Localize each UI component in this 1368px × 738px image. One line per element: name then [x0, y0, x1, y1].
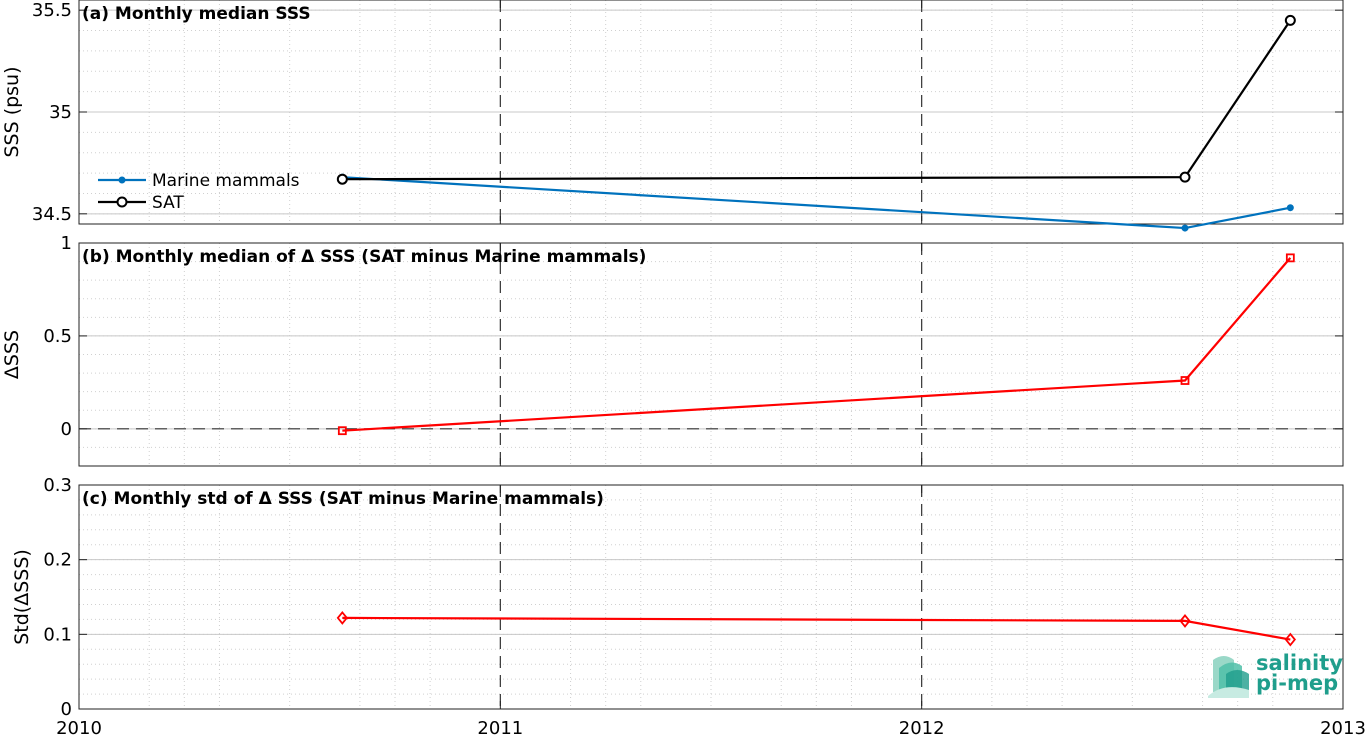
logo-text-salinity: salinity	[1256, 651, 1343, 675]
legend-label: SAT	[152, 193, 184, 213]
panel-title: (b) Monthly median of Δ SSS (SAT minus M…	[82, 247, 646, 267]
legend-label: Marine mammals	[152, 171, 300, 191]
series-delta-1	[336, 610, 1296, 647]
series-sat	[336, 14, 1296, 185]
y-tick-label: 0.1	[43, 624, 72, 645]
data-point	[1181, 224, 1189, 232]
y-tick-label: 0	[61, 419, 72, 440]
data-point	[1285, 253, 1295, 263]
series-delta-1	[337, 253, 1295, 436]
y-tick-label: 35.5	[32, 0, 72, 21]
data-point	[336, 610, 348, 625]
panel-2: 0 0.5 1 ΔSSS (b) Monthly median of Δ SSS (SA…	[1, 233, 1344, 467]
data-point	[1180, 376, 1190, 385]
series-line	[342, 616, 1291, 641]
panel-title: (a) Monthly median SSS	[82, 4, 311, 24]
data-point	[337, 426, 347, 436]
data-point	[1179, 613, 1191, 628]
grid	[79, 484, 1343, 710]
data-point	[1284, 14, 1296, 26]
y-tick-label: 0.2	[43, 550, 72, 571]
y-tick-label: 0	[61, 699, 72, 720]
grid	[79, 242, 1343, 467]
series-line	[342, 257, 1292, 432]
y-axis-label: Std(ΔSSS)	[11, 549, 33, 645]
panel-title: (c) Monthly std of Δ SSS (SAT minus Mari…	[82, 489, 604, 509]
y-tick-label: 0.3	[43, 475, 72, 496]
y-axis-label: ΔSSS	[1, 330, 23, 379]
x-tick-label: 2010	[56, 718, 102, 738]
x-tick-label: 2011	[477, 718, 523, 738]
y-tick-label: 1	[61, 233, 72, 254]
axes-box	[78, 242, 1344, 467]
axes-box	[78, 484, 1344, 710]
y-tick-label: 35	[49, 102, 72, 123]
y-tick-label: 34.5	[32, 204, 72, 225]
panel-3: 0 0.1 0.2 0.3 2010 2011 2012 2013 Std(ΔSSS) (c) M…	[11, 475, 1366, 738]
salinity-pi-mep-logo: salinity pi-mep	[1208, 651, 1343, 698]
logo-text-pi-mep: pi-mep	[1256, 671, 1338, 695]
legend-marker	[118, 176, 126, 184]
x-tick-label: 2012	[899, 718, 945, 738]
legend-marker	[116, 196, 128, 208]
y-tick-label: 0.5	[43, 326, 72, 347]
data-point	[1286, 204, 1294, 212]
data-point	[1179, 171, 1191, 183]
data-point	[1284, 632, 1296, 647]
x-tick-label: 2013	[1320, 718, 1366, 738]
grid	[79, 0, 1343, 224]
data-point	[336, 173, 348, 185]
series-marine-mammals	[338, 173, 1294, 232]
y-axis-label: SSS (psu)	[1, 66, 23, 157]
logo-mark-icon	[1208, 656, 1249, 698]
panel-1: 34.5 35 35.5 SSS (psu) (a) Monthly median SS…	[1, 0, 1344, 232]
